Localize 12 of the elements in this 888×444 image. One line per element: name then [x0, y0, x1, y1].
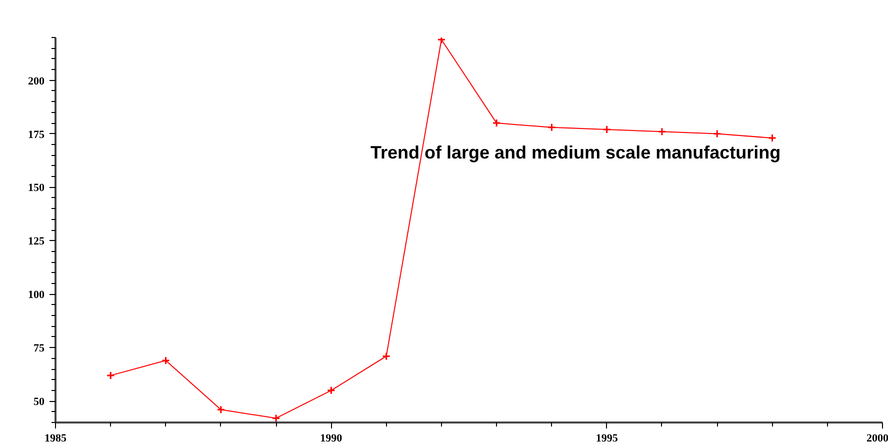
y-tick-label: 200: [28, 75, 45, 88]
y-tick-label: 50: [34, 396, 45, 408]
x-tick-label: 1985: [44, 432, 67, 444]
y-tick-label: 150: [28, 182, 45, 194]
annotation: Trend of large and medium scale manufacturing: [370, 142, 781, 162]
y-tick-label: 100: [28, 289, 45, 302]
x-tick-label: 1990: [320, 432, 343, 444]
x-tick-label: 1995: [596, 432, 618, 444]
y-tick-label: 175: [28, 128, 45, 141]
x-tick-label: 2000: [866, 432, 888, 444]
y-tick-label: 75: [34, 342, 45, 355]
y-tick-label: 125: [28, 236, 45, 248]
